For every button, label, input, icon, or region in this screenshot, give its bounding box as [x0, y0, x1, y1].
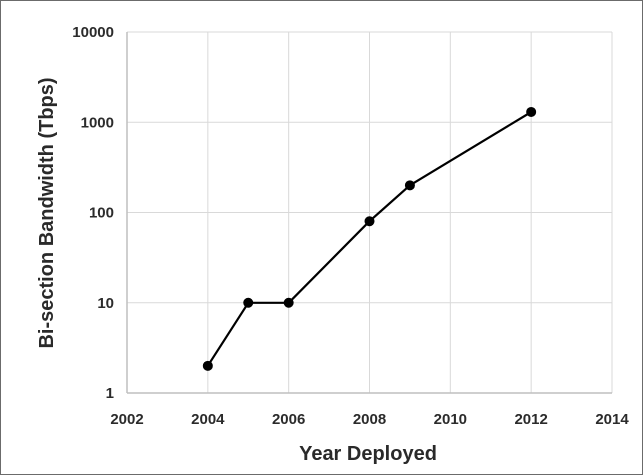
- data-point: [243, 297, 254, 308]
- data-series: [202, 106, 537, 371]
- series-line: [206, 111, 532, 367]
- y-tick-label: 10000: [72, 24, 114, 41]
- x-tick-label: 2008: [353, 411, 386, 428]
- data-point: [202, 360, 213, 371]
- x-tick-label: 2004: [191, 411, 225, 428]
- data-point: [283, 297, 294, 308]
- data-point: [364, 216, 375, 227]
- x-tick-label: 2010: [434, 411, 467, 428]
- x-tick-labels: 2002 2004 2006 2008 2010 2012 2014: [110, 411, 629, 428]
- x-axis-title: Year Deployed: [299, 443, 437, 465]
- gridlines: [126, 31, 613, 394]
- data-point: [526, 106, 537, 117]
- x-tick-label: 2006: [272, 411, 305, 428]
- y-tick-label: 10: [97, 295, 114, 312]
- x-tick-label: 2002: [110, 411, 143, 428]
- axes: [126, 32, 612, 394]
- y-tick-label: 1000: [81, 114, 114, 131]
- y-axis-title: Bi-section Bandwidth (Tbps): [36, 77, 58, 348]
- x-tick-label: 2012: [514, 411, 547, 428]
- y-tick-label: 1: [106, 385, 114, 402]
- y-tick-label: 100: [89, 205, 114, 222]
- data-point: [404, 180, 415, 191]
- y-tick-labels: 1 10 100 1000 10000: [72, 24, 114, 402]
- x-tick-label: 2014: [595, 411, 629, 428]
